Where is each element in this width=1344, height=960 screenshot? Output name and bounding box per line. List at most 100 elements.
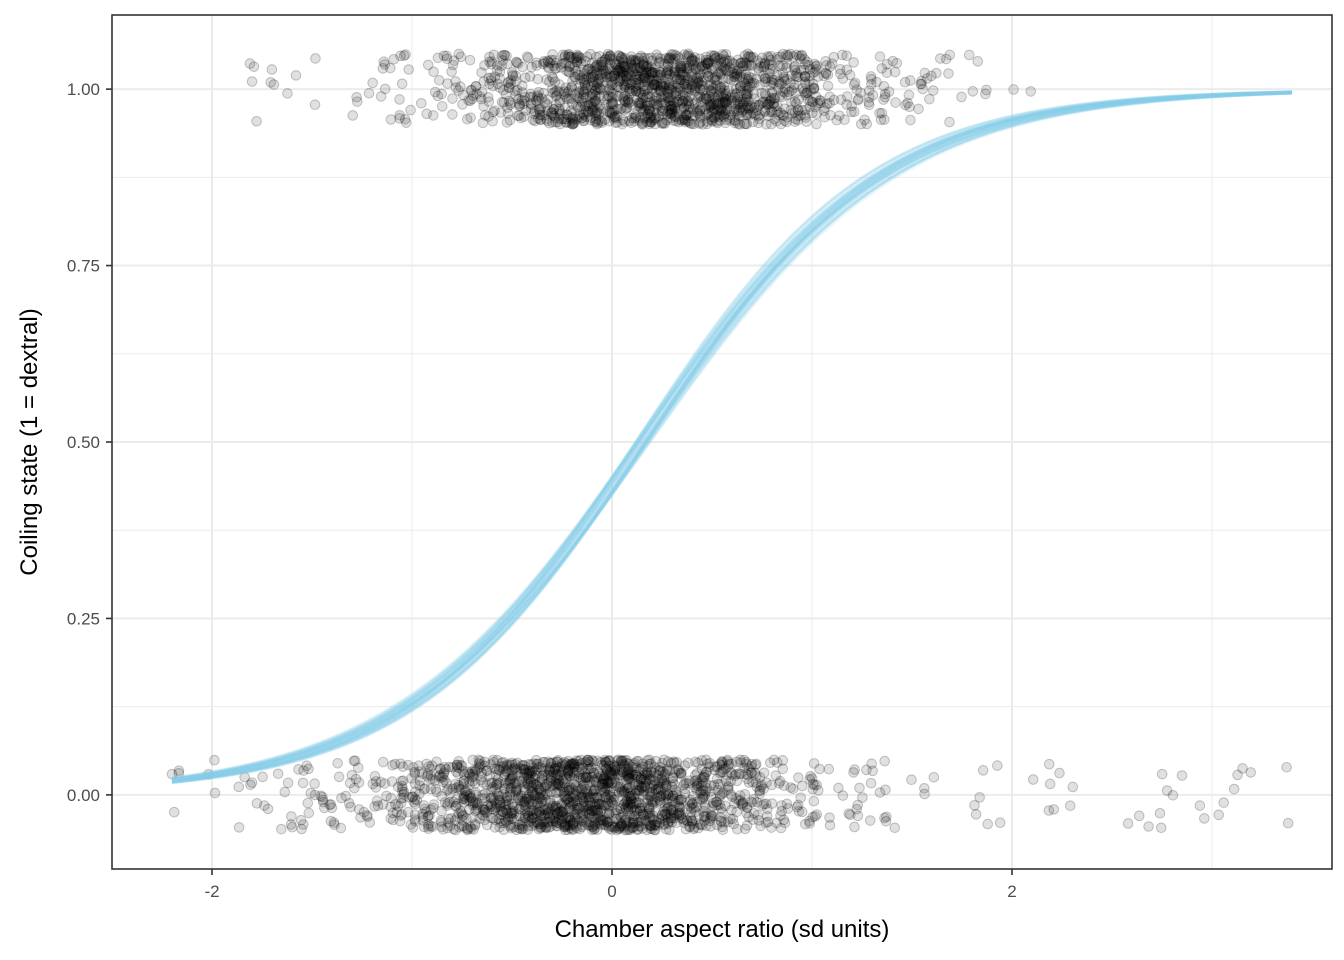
data-point — [513, 775, 525, 787]
data-point — [651, 49, 662, 61]
data-point — [595, 84, 607, 95]
data-point — [624, 824, 636, 835]
data-point — [553, 103, 565, 115]
data-point — [530, 754, 542, 766]
data-point — [539, 781, 551, 793]
data-point — [635, 805, 646, 816]
data-point — [632, 817, 643, 828]
data-point — [732, 118, 744, 129]
data-point — [503, 811, 514, 823]
data-point — [442, 798, 454, 809]
data-point — [615, 75, 626, 87]
data-point — [851, 84, 863, 96]
data-point — [821, 98, 833, 110]
data-point — [613, 770, 625, 781]
data-point — [544, 57, 556, 69]
data-point — [618, 786, 630, 798]
data-point — [442, 822, 453, 834]
data-point — [793, 772, 804, 783]
data-point — [778, 110, 790, 121]
data-point — [647, 67, 659, 79]
data-point — [385, 801, 397, 813]
data-point — [298, 765, 309, 776]
data-point — [544, 761, 556, 773]
data-point — [519, 763, 531, 775]
data-point — [814, 763, 825, 775]
data-point — [716, 789, 728, 800]
data-point — [686, 817, 698, 828]
data-point — [760, 76, 771, 88]
data-point — [716, 807, 728, 818]
data-point — [606, 824, 617, 836]
data-point — [839, 114, 850, 126]
data-point — [519, 72, 531, 84]
data-point — [775, 51, 786, 62]
data-point — [502, 77, 514, 89]
data-point — [591, 118, 603, 130]
data-point — [662, 58, 674, 70]
data-point — [545, 772, 557, 784]
data-point — [805, 770, 816, 782]
data-point — [587, 821, 599, 832]
data-point — [512, 757, 523, 769]
data-point — [686, 118, 697, 130]
x-tick-label: 2 — [1007, 882, 1016, 901]
data-point — [499, 768, 510, 780]
data-point — [464, 769, 476, 780]
data-point — [731, 69, 742, 80]
data-point — [913, 103, 924, 115]
data-point — [758, 60, 770, 72]
data-point — [741, 802, 753, 813]
data-point — [725, 74, 737, 86]
data-point — [538, 818, 549, 830]
data-point — [688, 822, 700, 833]
data-point — [675, 64, 687, 75]
data-point — [641, 797, 653, 809]
data-point — [447, 783, 458, 795]
data-point — [600, 763, 612, 775]
data-point — [711, 80, 722, 91]
data-point — [522, 807, 533, 819]
data-point — [876, 63, 888, 74]
data-point — [866, 73, 877, 85]
data-point — [824, 91, 836, 103]
data-point — [251, 115, 262, 127]
data-point — [545, 770, 557, 781]
data-point — [824, 98, 835, 109]
data-point — [675, 83, 686, 95]
data-point — [303, 807, 315, 819]
data-point — [257, 771, 268, 783]
data-point — [424, 763, 436, 775]
data-point — [754, 788, 765, 800]
data-point — [777, 755, 789, 766]
data-point — [513, 822, 525, 834]
data-point — [622, 767, 633, 779]
data-point — [567, 118, 578, 130]
data-point — [620, 812, 632, 824]
data-point — [555, 818, 566, 830]
data-point — [620, 802, 632, 813]
data-point — [717, 73, 729, 85]
data-point — [617, 70, 629, 82]
data-point — [577, 762, 589, 774]
data-point — [579, 73, 590, 85]
data-point — [831, 114, 843, 126]
data-point — [450, 778, 461, 790]
data-point — [711, 796, 723, 808]
data-point — [667, 807, 679, 818]
data-point — [723, 782, 734, 793]
data-point — [770, 770, 782, 781]
data-point — [733, 795, 745, 806]
data-point — [458, 89, 469, 101]
data-point — [414, 766, 425, 777]
data-point — [712, 799, 723, 811]
data-point — [574, 111, 585, 122]
data-point — [739, 50, 751, 61]
data-point — [756, 779, 767, 790]
data-point — [436, 101, 448, 112]
data-point — [904, 101, 915, 113]
data-point — [754, 99, 765, 111]
data-point — [574, 82, 585, 93]
data-point — [408, 796, 420, 808]
data-point — [620, 75, 632, 87]
